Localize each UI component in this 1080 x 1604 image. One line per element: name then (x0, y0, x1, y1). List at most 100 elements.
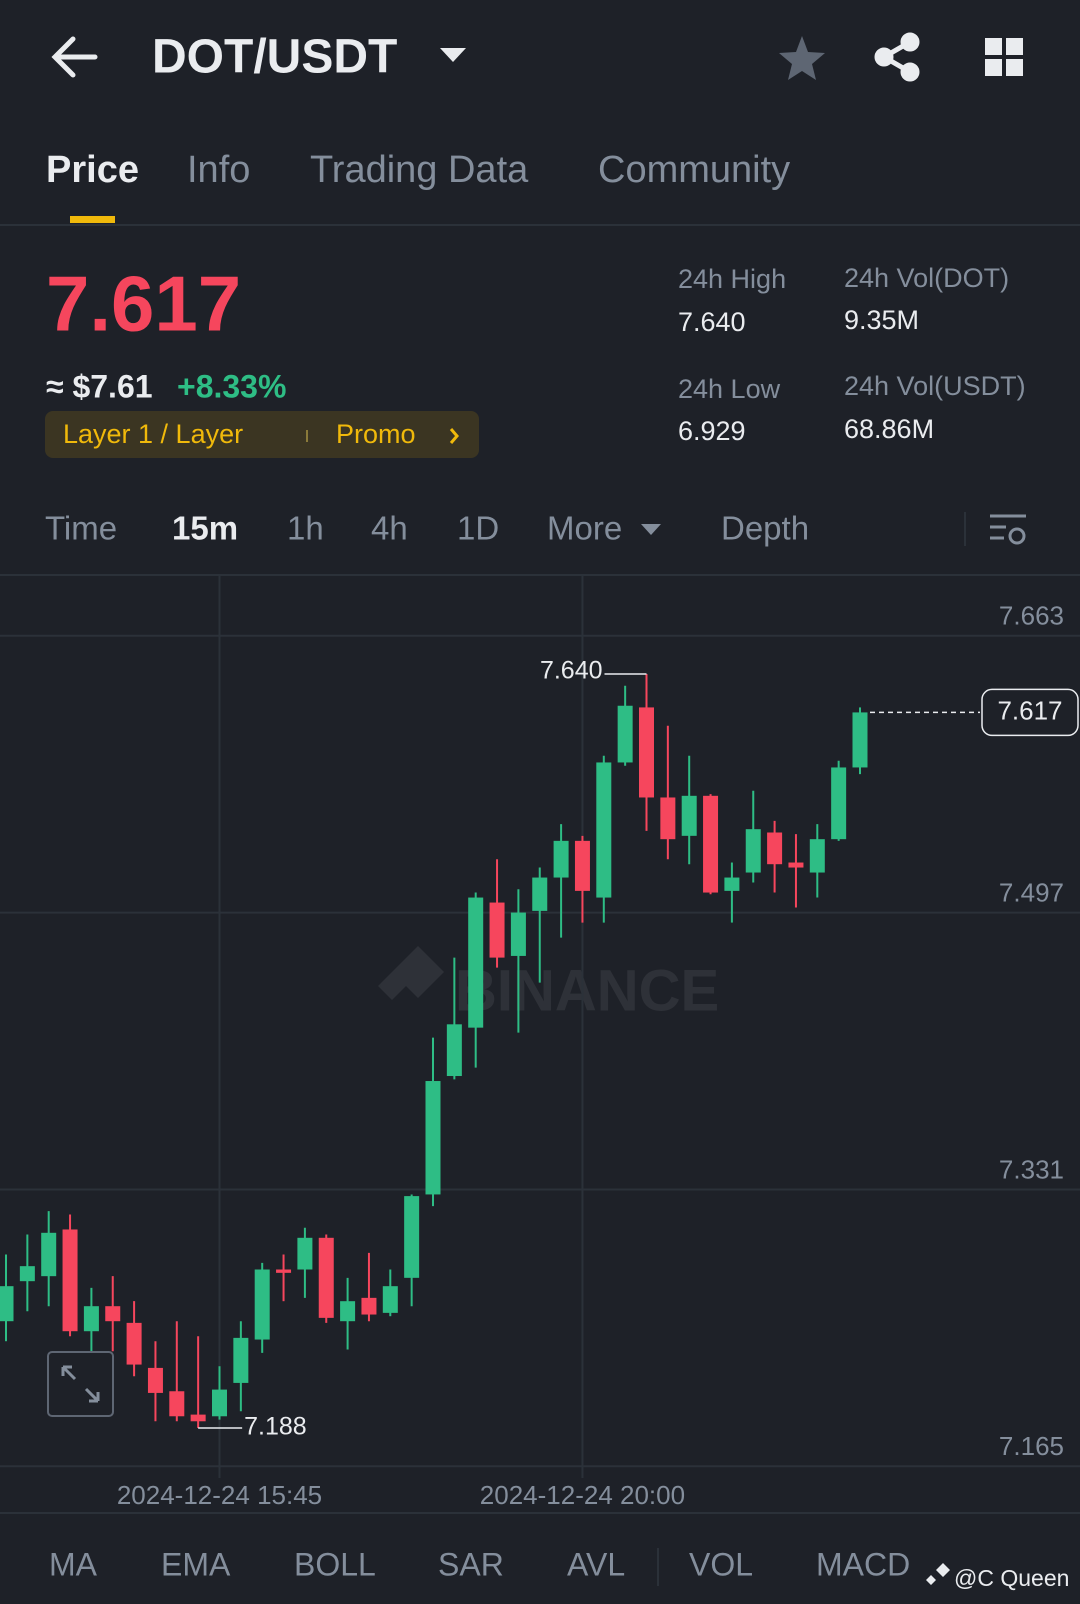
candle-body (788, 862, 804, 868)
sector-tag[interactable]: Layer 1 / Layer (63, 419, 243, 449)
candle-body (41, 1232, 57, 1277)
y-tick-label: 7.331 (999, 1154, 1064, 1184)
indicator[interactable]: AVL (567, 1546, 625, 1582)
chart-settings-icon[interactable] (990, 514, 1026, 545)
stat-label: 24h Low (678, 374, 781, 404)
chevron (449, 428, 459, 444)
promo-tag[interactable]: Promo (336, 419, 416, 449)
candle-body (468, 897, 484, 1028)
candle-body (126, 1322, 142, 1365)
candle-body (276, 1269, 292, 1273)
favorite-icon[interactable] (779, 36, 825, 80)
active-tab-indicator (70, 216, 115, 223)
candle-body (681, 795, 697, 836)
y-tick-label: 7.165 (999, 1431, 1064, 1461)
indicator[interactable]: MACD (816, 1546, 910, 1582)
tab[interactable]: Community (598, 149, 790, 191)
candle-body (767, 832, 783, 865)
back-button[interactable] (51, 36, 98, 78)
candle-body (212, 1389, 227, 1417)
candle-body (233, 1337, 249, 1383)
candle-body (404, 1196, 420, 1278)
price-change: +8.33% (177, 368, 286, 404)
max-label: 7.640 (540, 657, 603, 685)
x-tick-label: 2024-12-24 15:45 (117, 1480, 322, 1510)
watermark-logo (378, 946, 444, 1000)
stat-value: 9.35M (844, 305, 919, 335)
indicator[interactable]: MA (49, 1546, 98, 1582)
candle-body (105, 1306, 121, 1322)
candlestick-chart: BINANCE 7.663 7.497 7.331 7.165 2024-12-24 15… (0, 575, 1080, 1510)
candle-body (745, 829, 761, 873)
candle-body (617, 705, 633, 763)
candle-body (574, 840, 590, 891)
candle-body (852, 712, 868, 768)
candle-body (724, 877, 740, 891)
candle-body (596, 762, 612, 898)
candle-body (62, 1229, 78, 1332)
candle-body (169, 1391, 185, 1417)
indicator[interactable]: EMA (161, 1546, 231, 1582)
y-tick-label: 7.497 (999, 877, 1064, 907)
interval[interactable]: 4h (371, 510, 408, 547)
last-price: 7.617 (46, 260, 241, 348)
candle-body (639, 707, 654, 798)
expand-button[interactable] (47, 1351, 114, 1417)
interval[interactable]: 15m (172, 510, 238, 547)
watermark-text: BINANCE (455, 958, 719, 1023)
more-dropdown[interactable] (641, 524, 661, 535)
indicator[interactable]: BOLL (294, 1546, 376, 1582)
usd-price: ≈ $7.61 (46, 368, 153, 404)
tab[interactable]: Info (187, 149, 250, 191)
candle-body (510, 912, 526, 956)
interval[interactable]: 1D (457, 510, 499, 547)
tab[interactable]: Price (46, 149, 139, 191)
candle-body (19, 1266, 35, 1282)
candle-body (703, 795, 719, 893)
x-tick-label: 2024-12-24 20:00 (480, 1480, 685, 1510)
indicator[interactable]: SAR (438, 1546, 504, 1582)
stat-value: 6.929 (678, 416, 746, 446)
candle-body (83, 1306, 99, 1332)
credit: @C Queen (954, 1565, 1069, 1591)
candle-body (297, 1237, 313, 1270)
stat-label: 24h Vol(USDT) (844, 371, 1026, 401)
candle-body (361, 1297, 377, 1315)
y-tick-label: 7.663 (999, 601, 1064, 631)
candle-body (660, 797, 676, 840)
candle-body (190, 1414, 206, 1422)
candle-body (532, 877, 548, 911)
candle-body (340, 1301, 356, 1322)
candle-body (254, 1269, 270, 1340)
stat-value: 68.86M (844, 414, 934, 444)
credit-logo (926, 1563, 950, 1585)
candle-body (382, 1286, 398, 1313)
last-price-label: 7.617 (997, 695, 1062, 725)
last-price-box (981, 688, 1079, 737)
watermark: BINANCE (378, 946, 719, 1023)
interval[interactable]: Time (45, 510, 117, 547)
indicator[interactable]: VOL (689, 1546, 753, 1582)
candle-body (831, 767, 847, 840)
candle-body (147, 1367, 163, 1393)
menu-icon[interactable] (985, 38, 1023, 76)
interval[interactable]: Depth (721, 510, 809, 547)
min-label: 7.188 (244, 1413, 307, 1441)
pair-dropdown[interactable] (440, 48, 466, 62)
stat-label: 24h High (678, 264, 786, 294)
candle-body (553, 840, 569, 878)
candle-body (446, 1024, 462, 1077)
tag-box[interactable] (45, 411, 479, 458)
interval[interactable]: 1h (287, 510, 324, 547)
candle-body (318, 1237, 334, 1318)
candle-body (425, 1081, 441, 1195)
interval[interactable]: More (547, 510, 622, 547)
pair-title[interactable]: DOT/USDT (152, 31, 397, 84)
share-icon[interactable] (874, 32, 920, 82)
stat-label: 24h Vol(DOT) (844, 263, 1009, 293)
tab[interactable]: Trading Data (310, 149, 529, 191)
candle-body (809, 839, 825, 873)
candle-body (489, 902, 505, 958)
